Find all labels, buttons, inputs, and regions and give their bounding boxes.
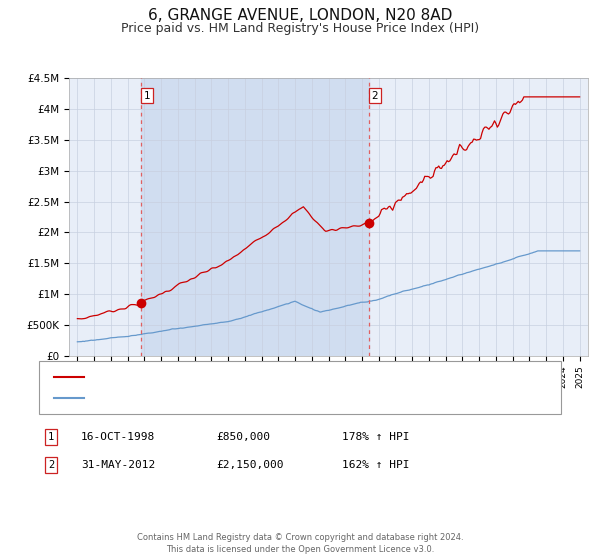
Text: 2: 2 (371, 91, 378, 101)
Text: 31-MAY-2012: 31-MAY-2012 (81, 460, 155, 470)
Text: Price paid vs. HM Land Registry's House Price Index (HPI): Price paid vs. HM Land Registry's House … (121, 22, 479, 35)
Text: 178% ↑ HPI: 178% ↑ HPI (342, 432, 409, 442)
Text: £2,150,000: £2,150,000 (216, 460, 284, 470)
Bar (141, 78, 369, 356)
Text: 1: 1 (143, 91, 150, 101)
Text: £850,000: £850,000 (216, 432, 270, 442)
Text: 162% ↑ HPI: 162% ↑ HPI (342, 460, 409, 470)
Text: 6, GRANGE AVENUE, LONDON, N20 8AD: 6, GRANGE AVENUE, LONDON, N20 8AD (148, 8, 452, 24)
Text: Contains HM Land Registry data © Crown copyright and database right 2024.
This d: Contains HM Land Registry data © Crown c… (137, 533, 463, 554)
Text: 2: 2 (48, 460, 54, 470)
Text: 6, GRANGE AVENUE, LONDON, N20 8AD (detached house): 6, GRANGE AVENUE, LONDON, N20 8AD (detac… (93, 372, 406, 382)
Text: 16-OCT-1998: 16-OCT-1998 (81, 432, 155, 442)
Text: HPI: Average price, detached house, Barnet: HPI: Average price, detached house, Barn… (93, 393, 355, 403)
Text: 1: 1 (48, 432, 54, 442)
